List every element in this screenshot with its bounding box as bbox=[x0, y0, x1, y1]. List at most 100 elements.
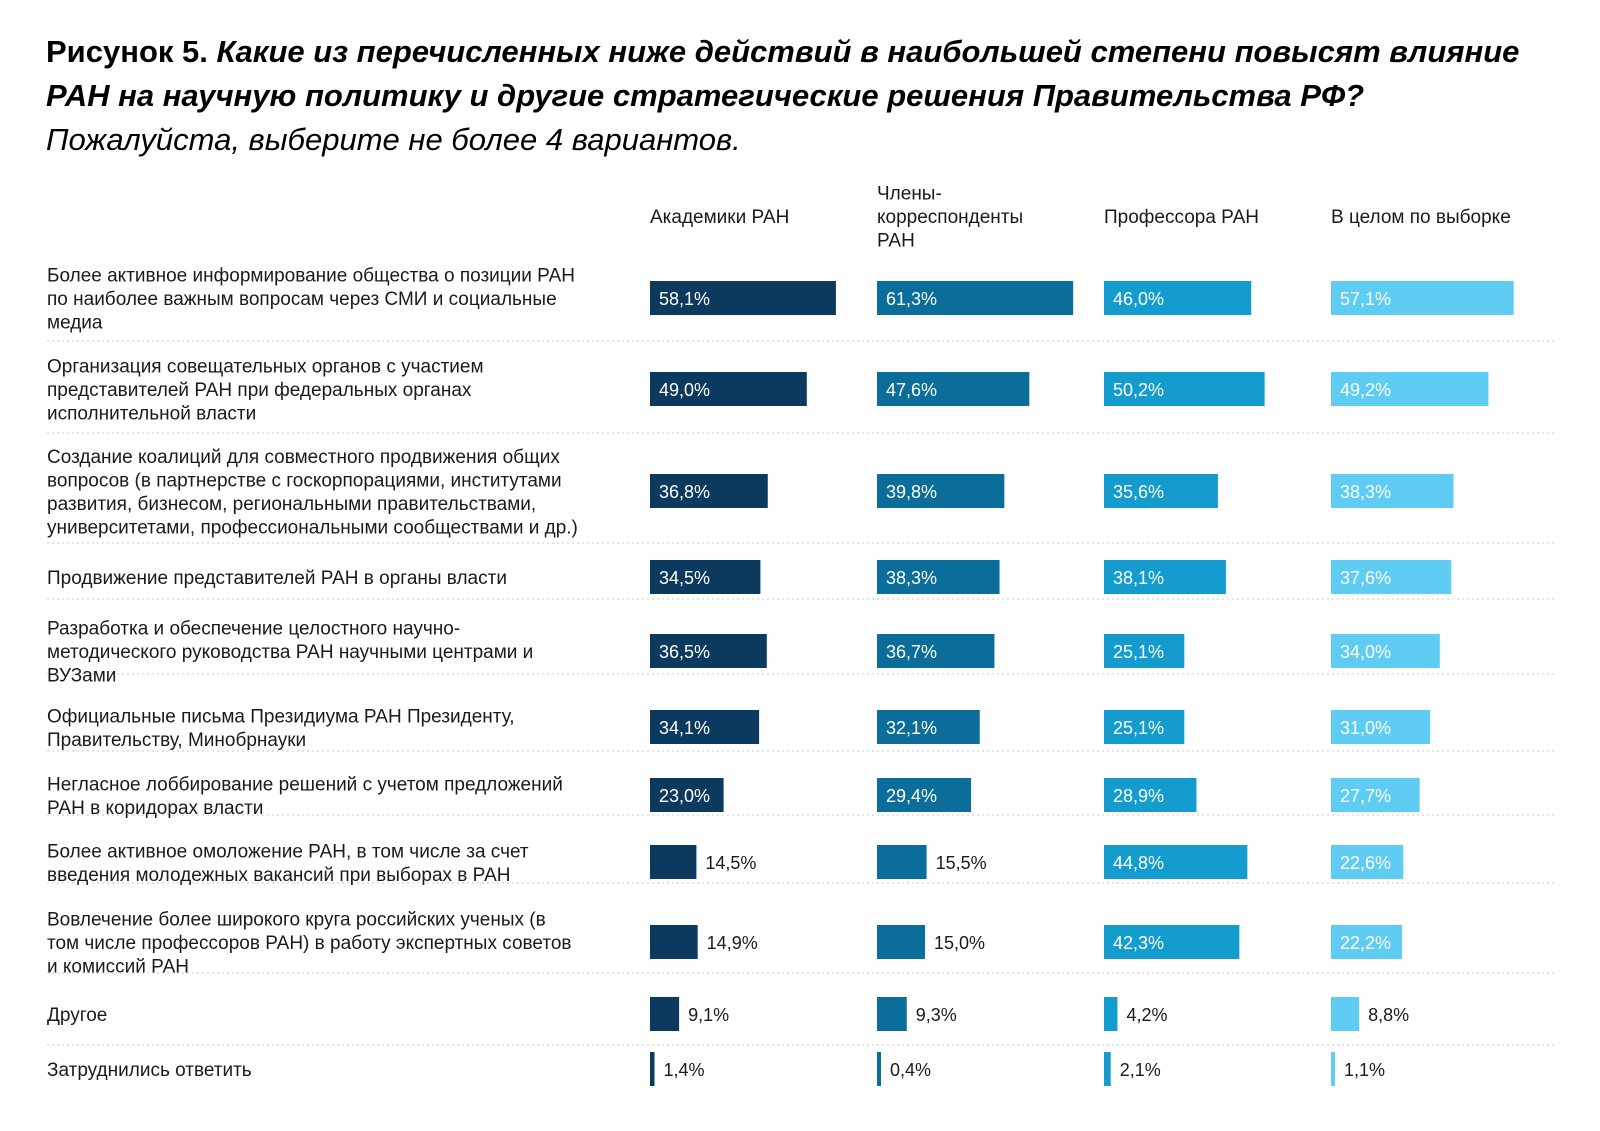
value-label: 22,2% bbox=[1340, 933, 1391, 953]
column-header: РАН bbox=[877, 231, 915, 252]
bar bbox=[877, 560, 1000, 594]
value-label: 58,1% bbox=[659, 289, 710, 309]
bar bbox=[877, 634, 995, 668]
bar bbox=[650, 634, 767, 668]
row-label: исполнительной власти bbox=[47, 404, 256, 425]
bar bbox=[650, 710, 760, 744]
row-label: университетами, профессиональными сообще… bbox=[47, 517, 578, 538]
row-label: Продвижение представителей РАН в органы … bbox=[47, 568, 507, 589]
value-label: 25,1% bbox=[1113, 642, 1164, 662]
value-label: 39,8% bbox=[886, 482, 937, 502]
bar bbox=[877, 474, 1005, 508]
row-label: ВУЗами bbox=[47, 666, 116, 687]
bar bbox=[1331, 281, 1514, 315]
value-label: 9,3% bbox=[916, 1005, 957, 1025]
bar bbox=[1104, 925, 1240, 959]
value-label: 35,6% bbox=[1113, 482, 1164, 502]
bar bbox=[650, 560, 761, 594]
row-label: Негласное лоббирование решений с учетом … bbox=[47, 774, 563, 795]
bar bbox=[1104, 372, 1265, 406]
column-header: корреспонденты bbox=[877, 207, 1023, 228]
value-label: 38,1% bbox=[1113, 568, 1164, 588]
bar bbox=[877, 710, 980, 744]
value-label: 22,6% bbox=[1340, 853, 1391, 873]
value-label: 44,8% bbox=[1113, 853, 1164, 873]
chart-title: Рисунок 5. Какие из перечисленных ниже д… bbox=[46, 30, 1556, 162]
bar bbox=[877, 778, 972, 812]
bar bbox=[877, 845, 927, 879]
bar bbox=[650, 1052, 655, 1086]
column-header: Профессора РАН bbox=[1104, 207, 1259, 228]
column-header: В целом по выборке bbox=[1331, 207, 1511, 228]
value-label: 34,0% bbox=[1340, 642, 1391, 662]
value-label: 14,9% bbox=[707, 933, 758, 953]
value-label: 32,1% bbox=[886, 718, 937, 738]
row-label: Другое bbox=[47, 1005, 107, 1026]
bar bbox=[1104, 997, 1118, 1031]
bar bbox=[1104, 474, 1218, 508]
bar bbox=[1104, 778, 1197, 812]
row-label: Правительству, Минобрнауки bbox=[47, 730, 306, 751]
bar bbox=[1104, 281, 1252, 315]
row-label: Затруднились ответить bbox=[47, 1060, 252, 1081]
bar bbox=[877, 1052, 881, 1086]
bar bbox=[1104, 1052, 1111, 1086]
row-label: Более активное информирование общества о… bbox=[47, 266, 575, 287]
bar bbox=[1331, 997, 1360, 1031]
value-label: 47,6% bbox=[886, 380, 937, 400]
column-header: Члены- bbox=[877, 184, 942, 205]
row-label: том числе профессоров РАН) в работу эксп… bbox=[47, 933, 572, 954]
value-label: 23,0% bbox=[659, 786, 710, 806]
value-label: 0,4% bbox=[890, 1060, 931, 1080]
row-label: методического руководства РАН научными ц… bbox=[47, 642, 533, 663]
bar bbox=[650, 372, 807, 406]
row-label: Разработка и обеспечение целостного науч… bbox=[47, 619, 460, 640]
value-label: 1,4% bbox=[663, 1060, 704, 1080]
bar bbox=[1331, 778, 1420, 812]
value-label: 2,1% bbox=[1120, 1060, 1161, 1080]
bar bbox=[650, 845, 697, 879]
value-label: 15,0% bbox=[934, 933, 985, 953]
bar bbox=[1104, 845, 1248, 879]
value-label: 42,3% bbox=[1113, 933, 1164, 953]
value-label: 36,7% bbox=[886, 642, 937, 662]
row-label: и комиссий РАН bbox=[47, 957, 189, 978]
bar bbox=[650, 997, 680, 1031]
title-question: Какие из перечисленных ниже действий в н… bbox=[46, 34, 1520, 113]
value-label: 37,6% bbox=[1340, 568, 1391, 588]
bar bbox=[877, 372, 1030, 406]
bar bbox=[650, 925, 698, 959]
row-label: Официальные письма Президиума РАН Презид… bbox=[47, 706, 515, 727]
bar bbox=[1331, 925, 1403, 959]
value-label: 25,1% bbox=[1113, 718, 1164, 738]
column-header: Академики РАН bbox=[650, 207, 789, 228]
value-label: 46,0% bbox=[1113, 289, 1164, 309]
row-label: Более активное омоложение РАН, в том чис… bbox=[47, 841, 529, 862]
row-label: Создание коалиций для совместного продви… bbox=[47, 447, 560, 468]
value-label: 1,1% bbox=[1344, 1060, 1385, 1080]
value-label: 61,3% bbox=[886, 289, 937, 309]
row-label: вопросов (в партнерстве с госкорпорациям… bbox=[47, 470, 562, 491]
row-label: Организация совещательных органов с учас… bbox=[47, 357, 484, 378]
bar bbox=[1331, 634, 1440, 668]
value-label: 4,2% bbox=[1126, 1005, 1167, 1025]
bar bbox=[877, 925, 925, 959]
bar bbox=[877, 997, 907, 1031]
bar bbox=[650, 281, 836, 315]
value-label: 36,8% bbox=[659, 482, 710, 502]
value-label: 36,5% bbox=[659, 642, 710, 662]
bar bbox=[1331, 1052, 1335, 1086]
value-label: 34,1% bbox=[659, 718, 710, 738]
value-label: 28,9% bbox=[1113, 786, 1164, 806]
bar bbox=[877, 281, 1074, 315]
row-label: РАН в коридорах власти bbox=[47, 798, 263, 819]
value-label: 49,0% bbox=[659, 380, 710, 400]
bar bbox=[1104, 560, 1226, 594]
value-label: 15,5% bbox=[936, 853, 987, 873]
bar bbox=[1331, 372, 1489, 406]
row-label: представителей РАН при федеральных орган… bbox=[47, 380, 472, 401]
bar bbox=[1331, 845, 1404, 879]
value-label: 29,4% bbox=[886, 786, 937, 806]
value-label: 38,3% bbox=[886, 568, 937, 588]
